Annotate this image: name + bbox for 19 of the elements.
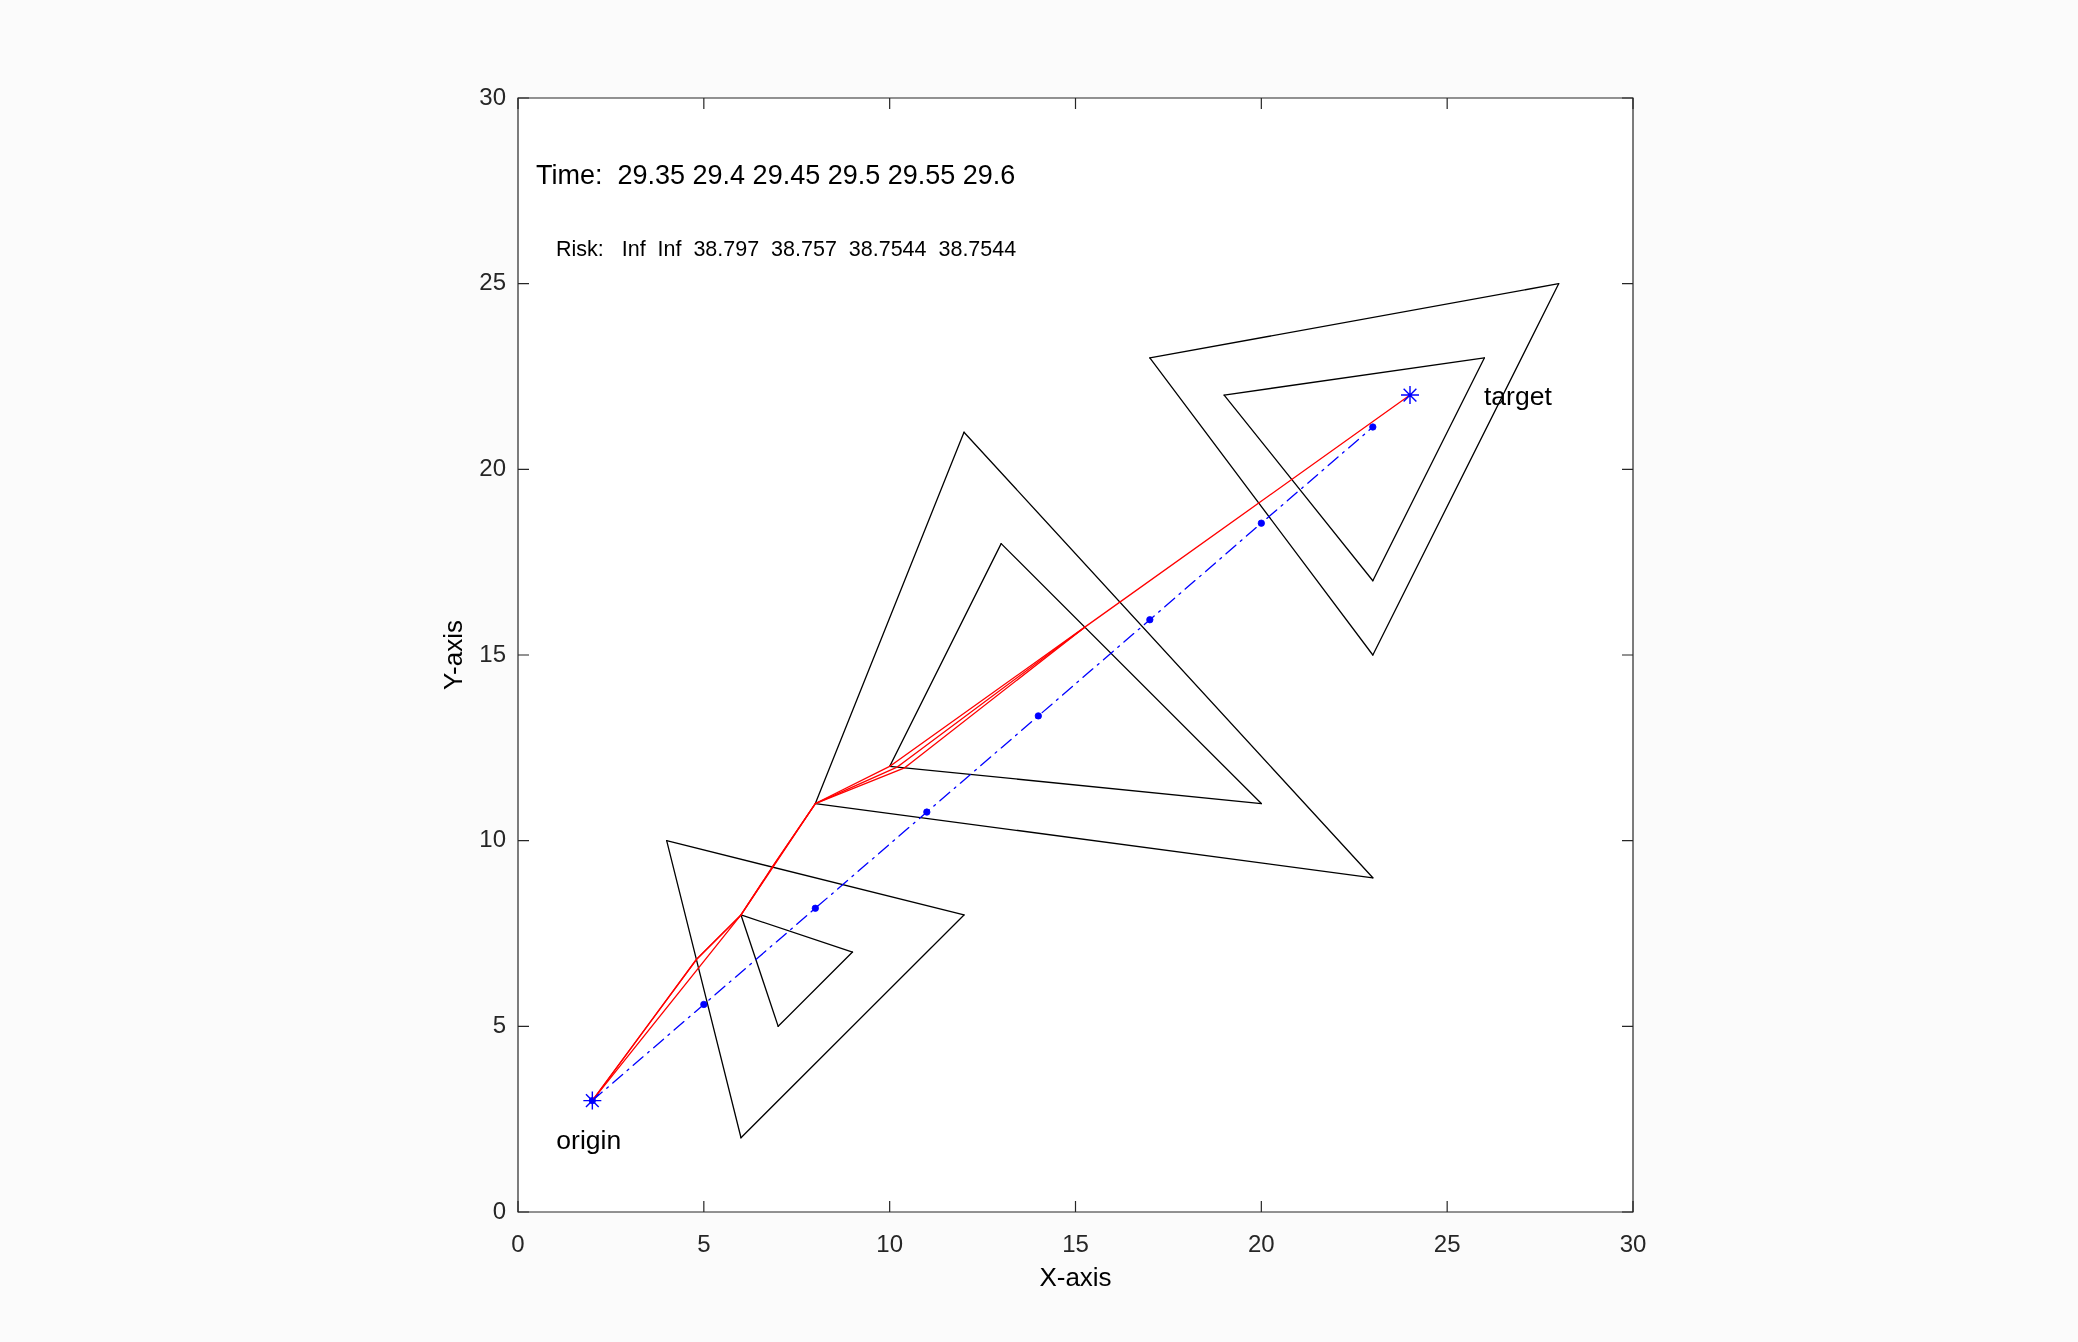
x-tick-label: 10 bbox=[876, 1230, 904, 1258]
y-tick-label: 0 bbox=[492, 1196, 506, 1224]
annotation: Risk: Inf Inf 38.797 38.757 38.7544 38.7544 bbox=[556, 237, 1017, 261]
y-tick-label: 15 bbox=[479, 639, 506, 667]
y-tick-label: 5 bbox=[492, 1010, 506, 1038]
annotation: origin bbox=[556, 1124, 622, 1155]
x-axis-title: X-axis bbox=[1039, 1261, 1112, 1292]
y-axis-title: Y-axis bbox=[437, 620, 468, 690]
x-tick-label: 30 bbox=[1619, 1230, 1647, 1258]
y-tick-label: 20 bbox=[479, 453, 506, 481]
x-tick-label: 5 bbox=[697, 1230, 711, 1258]
x-tick-label: 0 bbox=[511, 1230, 525, 1258]
x-tick-label: 20 bbox=[1247, 1230, 1275, 1258]
y-tick-label: 25 bbox=[479, 268, 506, 296]
y-tick-label: 30 bbox=[479, 82, 506, 110]
x-tick-label: 15 bbox=[1062, 1230, 1089, 1258]
x-tick-label: 25 bbox=[1433, 1230, 1461, 1258]
annotation: Time: 29.35 29.4 29.45 29.5 29.55 29.6 bbox=[536, 160, 1016, 190]
y-tick-label: 10 bbox=[479, 825, 506, 853]
